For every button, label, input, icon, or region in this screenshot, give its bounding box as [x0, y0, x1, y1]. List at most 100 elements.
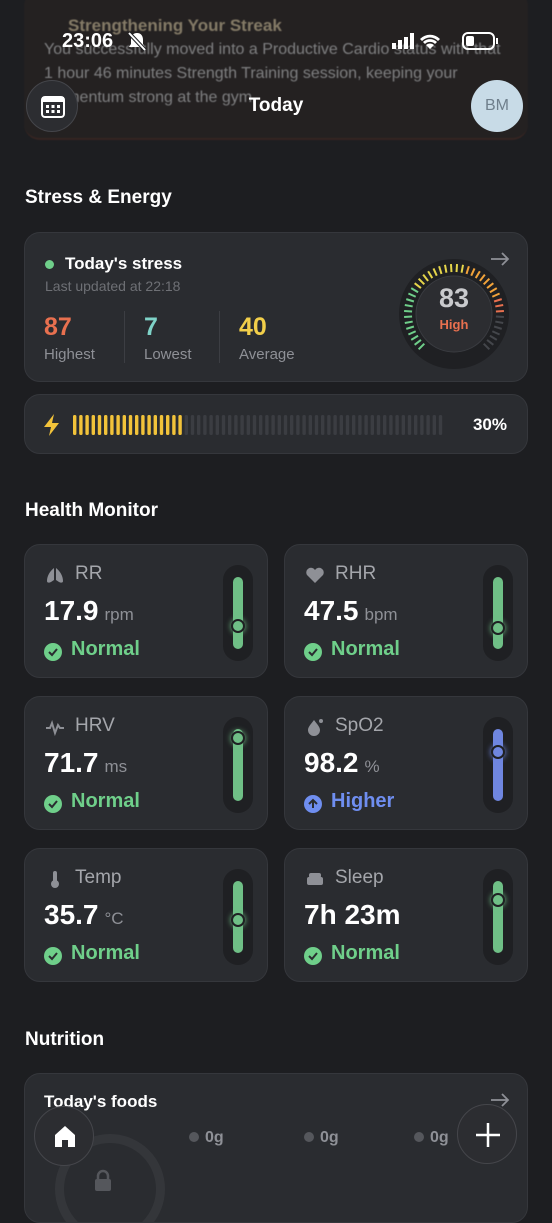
energy-segment: [426, 415, 429, 435]
range-slider: [483, 565, 513, 661]
status-icon: [304, 947, 322, 965]
mute-icon: [126, 30, 148, 52]
energy-segment: [197, 415, 200, 435]
energy-segment: [265, 415, 268, 435]
energy-segment: [85, 415, 88, 435]
energy-segment: [271, 415, 274, 435]
stat-label: Average: [239, 346, 295, 363]
gauge-tick: [462, 265, 463, 273]
energy-segment: [377, 415, 380, 435]
range-bar: [493, 881, 503, 953]
energy-segment: [439, 415, 442, 435]
value: 98.2: [304, 747, 359, 778]
energy-card[interactable]: 30%: [24, 394, 528, 454]
home-icon: [35, 1107, 95, 1167]
header-title: Today: [0, 95, 552, 117]
energy-segment: [315, 415, 318, 435]
stat-value: 7: [144, 313, 158, 342]
metric-status: Normal: [71, 942, 140, 965]
energy-segment: [234, 415, 237, 435]
stress-gauge: [397, 257, 511, 371]
metric-status: Normal: [331, 942, 400, 965]
energy-segment: [135, 415, 138, 435]
section-title: Nutrition: [25, 1029, 104, 1051]
stress-updated: Last updated at 22:18: [45, 278, 180, 294]
energy-segment: [340, 415, 343, 435]
range-marker: [231, 619, 245, 633]
energy-segment: [185, 415, 188, 435]
energy-label: 30%: [473, 415, 507, 435]
energy-segment: [110, 415, 113, 435]
range-slider: [483, 869, 513, 965]
energy-segment: [172, 415, 175, 435]
energy-segment: [395, 415, 398, 435]
energy-segment: [147, 415, 150, 435]
energy-segment: [141, 415, 144, 435]
metric-icon: [45, 717, 65, 737]
check: [44, 795, 62, 813]
energy-segment: [104, 415, 107, 435]
stress-card[interactable]: Today's stress Last updated at 22:18 83 …: [24, 232, 528, 382]
macro-icon: [304, 1132, 314, 1142]
energy-segment: [333, 415, 336, 435]
metric-icon: [45, 565, 65, 585]
macro-icon: [414, 1132, 424, 1142]
check: [304, 947, 322, 965]
metric-status: Normal: [71, 638, 140, 661]
stat-value: 40: [239, 313, 267, 342]
lock-icon: [93, 1169, 113, 1193]
energy-segment: [98, 415, 101, 435]
range-marker: [231, 731, 245, 745]
home-button[interactable]: [34, 1106, 94, 1166]
value: 71.7: [44, 747, 99, 778]
check: [44, 947, 62, 965]
energy-segment: [123, 415, 126, 435]
range-slider: [223, 565, 253, 661]
energy-segment: [402, 415, 405, 435]
value: 35.7: [44, 899, 99, 930]
section-title: Health Monitor: [25, 500, 158, 522]
energy-segment: [371, 415, 374, 435]
avatar[interactable]: BM: [471, 80, 523, 132]
energy-segment: [284, 415, 287, 435]
energy-segment: [222, 415, 225, 435]
stat-label: Lowest: [144, 346, 192, 363]
energy-segment: [92, 415, 95, 435]
metric-status: Normal: [331, 638, 400, 661]
stress-label: Today's stress: [65, 254, 182, 274]
status-icon: [304, 795, 322, 813]
energy-segment: [209, 415, 212, 435]
energy-segment: [321, 415, 324, 435]
metric-name: RR: [75, 563, 102, 585]
value: 7h 23m: [304, 899, 401, 930]
energy-segment: [178, 415, 181, 435]
status-icons: [390, 30, 502, 52]
divider: [124, 311, 125, 363]
add-button[interactable]: [457, 1104, 517, 1164]
macro-amount: 0g: [430, 1129, 449, 1147]
metric-name: Temp: [75, 867, 121, 889]
status-icon: [44, 795, 62, 813]
macro-icon: [189, 1132, 199, 1142]
section-title: Stress & Energy: [25, 187, 172, 209]
energy-segment: [259, 415, 262, 435]
energy-segment: [346, 415, 349, 435]
energy-segment: [216, 415, 219, 435]
status-time: 23:06: [62, 30, 113, 53]
metric-name: RHR: [335, 563, 376, 585]
energy-segment: [191, 415, 194, 435]
energy-segment: [129, 415, 132, 435]
divider: [219, 311, 220, 363]
metric-icon: [305, 869, 325, 889]
status-icon: [44, 643, 62, 661]
